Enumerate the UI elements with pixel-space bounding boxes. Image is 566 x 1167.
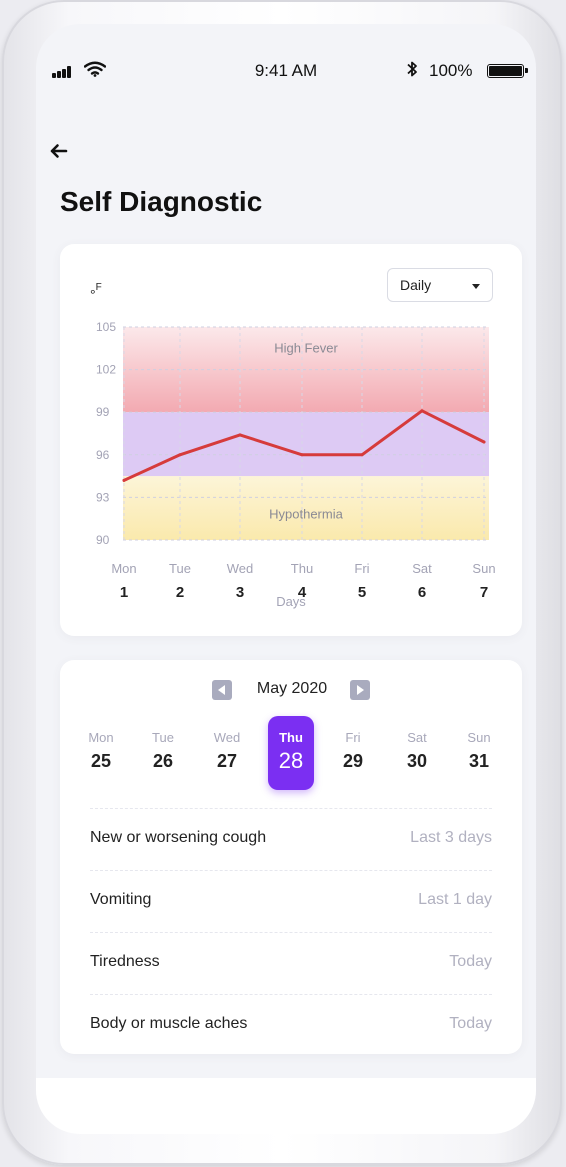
degree-symbol: ° — [90, 286, 96, 303]
chevron-down-icon — [472, 284, 480, 289]
day-name: Tue — [152, 730, 174, 745]
fahrenheit-letter: F — [95, 282, 102, 293]
bluetooth-icon — [407, 61, 417, 77]
day-number: 29 — [342, 751, 364, 771]
month-navigator: May 2020 — [60, 676, 522, 706]
symptom-name: Vomiting — [90, 891, 152, 908]
x-tick-day-number: 2 — [176, 584, 184, 601]
symptom-duration: Last 1 day — [418, 891, 492, 908]
x-tick-day-name: Thu — [291, 561, 313, 576]
x-tick-day-name: Fri — [354, 561, 369, 576]
day-name: Sun — [467, 730, 491, 745]
next-month-icon[interactable] — [350, 680, 370, 700]
x-axis-title: Days — [276, 594, 306, 609]
bottom-bar — [36, 1078, 536, 1134]
y-tick-label: 99 — [96, 405, 110, 419]
back-arrow-icon[interactable] — [46, 138, 72, 164]
x-tick-day-number: 7 — [480, 584, 488, 601]
x-tick-day-name: Mon — [111, 561, 136, 576]
page-title: Self Diagnostic — [60, 186, 263, 217]
symptom-row[interactable]: New or worsening cough Last 3 days — [90, 808, 492, 871]
data-point — [178, 453, 182, 457]
day-number: 28 — [278, 748, 304, 773]
symptom-name: Body or muscle aches — [90, 1015, 248, 1032]
temperature-band-normal — [123, 412, 489, 477]
temperature-band-hypothermia — [123, 476, 489, 540]
data-point — [482, 440, 486, 444]
data-point — [238, 433, 242, 437]
y-tick-label: 93 — [96, 490, 110, 504]
x-tick-day-name: Sat — [412, 561, 432, 576]
status-bar: 9:41 AM 100% — [36, 24, 536, 120]
symptom-duration: Last 3 days — [410, 829, 492, 846]
day-sat[interactable]: Sat 30 — [394, 716, 440, 790]
symptom-row[interactable]: Vomiting Last 1 day — [90, 870, 492, 933]
day-number: 25 — [90, 751, 112, 771]
day-wed[interactable]: Wed 27 — [204, 716, 250, 790]
y-tick-label: 105 — [96, 320, 116, 334]
data-point — [420, 409, 424, 413]
y-tick-label: 90 — [96, 533, 110, 547]
day-number: 26 — [152, 751, 174, 771]
x-tick-day-number: 3 — [236, 584, 244, 601]
month-label: May 2020 — [256, 680, 328, 697]
status-time: 9:41 AM — [254, 61, 318, 80]
symptom-name: Tiredness — [90, 953, 160, 970]
previous-month-icon[interactable] — [212, 680, 232, 700]
x-tick-day-number: 6 — [418, 584, 426, 601]
data-point — [360, 453, 364, 457]
x-tick-day-name: Tue — [169, 561, 191, 576]
day-fri[interactable]: Fri 29 — [330, 716, 376, 790]
x-tick-day-number: 4 — [298, 584, 307, 601]
symptom-row[interactable]: Body or muscle aches Today — [90, 994, 492, 1057]
day-mon[interactable]: Mon 25 — [78, 716, 124, 790]
day-name: Wed — [213, 730, 241, 745]
x-tick-day-name: Sun — [472, 561, 495, 576]
symptom-calendar-card: May 2020 Mon 25 Tue 26 Wed 27 Thu 28 Fri 29 Sat 30 S… — [60, 660, 522, 1054]
day-sun[interactable]: Sun 31 — [456, 716, 502, 790]
symptom-duration: Today — [449, 1015, 492, 1032]
band-label: Hypothermia — [269, 506, 343, 521]
day-name: Mon — [88, 730, 114, 745]
band-label: High Fever — [274, 340, 338, 355]
y-tick-label: 96 — [96, 448, 110, 462]
day-number: 31 — [468, 751, 490, 771]
day-name: Fri — [345, 730, 361, 745]
x-tick-day-number: 1 — [120, 584, 128, 601]
day-name: Thu — [279, 730, 303, 745]
battery-icon — [487, 64, 528, 78]
battery-percentage: 100% — [429, 61, 473, 80]
period-dropdown-value: Daily — [400, 277, 432, 293]
symptom-name: New or worsening cough — [90, 829, 267, 846]
app-screen: 9:41 AM 100% Self Diagnostic °F Daily Hi… — [36, 24, 536, 1134]
cellular-signal-icon — [52, 66, 78, 78]
day-name: Sat — [407, 730, 427, 745]
symptom-row[interactable]: Tiredness Today — [90, 932, 492, 995]
data-point — [300, 453, 304, 457]
y-tick-label: 102 — [96, 363, 116, 377]
period-dropdown[interactable]: Daily — [387, 268, 493, 302]
symptom-duration: Today — [449, 953, 492, 970]
x-tick-day-number: 5 — [358, 584, 366, 601]
day-number: 30 — [406, 751, 428, 771]
x-tick-day-name: Wed — [227, 561, 254, 576]
day-tue[interactable]: Tue 26 — [140, 716, 186, 790]
temperature-unit-label: °F — [90, 282, 102, 303]
day-number: 27 — [216, 751, 238, 771]
temperature-chart-card: °F Daily High Fever Hypothermia 105 102 99 96… — [60, 244, 522, 636]
selected-day[interactable]: Thu 28 — [268, 716, 314, 790]
data-point — [122, 478, 126, 482]
wifi-icon — [84, 61, 106, 77]
